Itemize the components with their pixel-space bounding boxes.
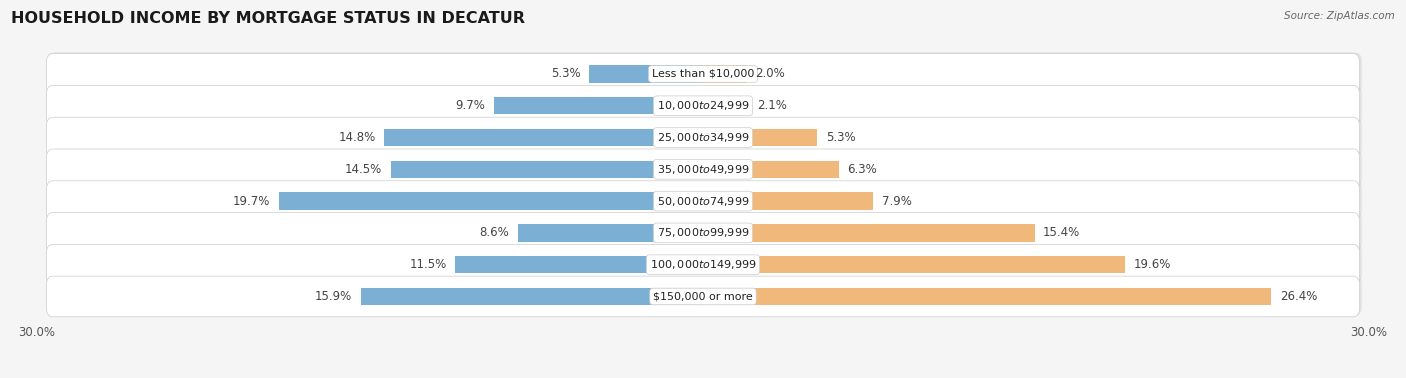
FancyBboxPatch shape — [46, 117, 1360, 158]
FancyBboxPatch shape — [48, 84, 1362, 125]
Text: 6.3%: 6.3% — [848, 163, 877, 176]
FancyBboxPatch shape — [48, 211, 1362, 252]
Text: 15.4%: 15.4% — [1043, 226, 1080, 239]
FancyBboxPatch shape — [48, 148, 1362, 188]
Bar — [703, 288, 1271, 305]
Text: $10,000 to $24,999: $10,000 to $24,999 — [657, 99, 749, 112]
Text: Source: ZipAtlas.com: Source: ZipAtlas.com — [1284, 11, 1395, 21]
Text: Less than $10,000: Less than $10,000 — [652, 69, 754, 79]
Bar — [703, 192, 873, 210]
Text: 30.0%: 30.0% — [18, 326, 55, 339]
Bar — [278, 192, 703, 210]
Text: $25,000 to $34,999: $25,000 to $34,999 — [657, 131, 749, 144]
FancyBboxPatch shape — [46, 244, 1360, 285]
Text: 19.7%: 19.7% — [233, 195, 270, 208]
Bar — [384, 129, 703, 146]
FancyBboxPatch shape — [48, 180, 1362, 220]
Bar — [517, 224, 703, 242]
FancyBboxPatch shape — [48, 53, 1362, 93]
Bar — [361, 288, 703, 305]
FancyBboxPatch shape — [46, 181, 1360, 222]
Text: 5.3%: 5.3% — [551, 67, 581, 81]
Text: HOUSEHOLD INCOME BY MORTGAGE STATUS IN DECATUR: HOUSEHOLD INCOME BY MORTGAGE STATUS IN D… — [11, 11, 526, 26]
Text: 14.5%: 14.5% — [344, 163, 382, 176]
Text: 9.7%: 9.7% — [456, 99, 485, 112]
FancyBboxPatch shape — [48, 275, 1362, 316]
Text: $50,000 to $74,999: $50,000 to $74,999 — [657, 195, 749, 208]
FancyBboxPatch shape — [46, 149, 1360, 190]
Bar — [703, 256, 1125, 273]
Text: $75,000 to $99,999: $75,000 to $99,999 — [657, 226, 749, 239]
Text: $35,000 to $49,999: $35,000 to $49,999 — [657, 163, 749, 176]
Text: 2.1%: 2.1% — [756, 99, 787, 112]
Text: 7.9%: 7.9% — [882, 195, 911, 208]
Text: $150,000 or more: $150,000 or more — [654, 291, 752, 302]
FancyBboxPatch shape — [46, 54, 1360, 94]
Text: 19.6%: 19.6% — [1133, 258, 1171, 271]
FancyBboxPatch shape — [46, 276, 1360, 317]
Bar — [494, 97, 703, 115]
Bar — [703, 129, 817, 146]
FancyBboxPatch shape — [46, 212, 1360, 253]
Text: 15.9%: 15.9% — [315, 290, 352, 303]
Bar — [703, 161, 838, 178]
Text: 11.5%: 11.5% — [409, 258, 447, 271]
Text: 30.0%: 30.0% — [1351, 326, 1388, 339]
FancyBboxPatch shape — [46, 85, 1360, 126]
Bar — [391, 161, 703, 178]
Text: $100,000 to $149,999: $100,000 to $149,999 — [650, 258, 756, 271]
Text: 8.6%: 8.6% — [479, 226, 509, 239]
FancyBboxPatch shape — [48, 116, 1362, 156]
Text: 14.8%: 14.8% — [339, 131, 375, 144]
Legend: Without Mortgage, With Mortgage: Without Mortgage, With Mortgage — [568, 374, 838, 378]
Bar — [589, 65, 703, 83]
Bar — [456, 256, 703, 273]
Bar — [703, 97, 748, 115]
Text: 5.3%: 5.3% — [825, 131, 855, 144]
Bar — [703, 65, 747, 83]
Bar — [703, 224, 1035, 242]
FancyBboxPatch shape — [48, 243, 1362, 284]
Text: 26.4%: 26.4% — [1279, 290, 1317, 303]
Text: 2.0%: 2.0% — [755, 67, 785, 81]
